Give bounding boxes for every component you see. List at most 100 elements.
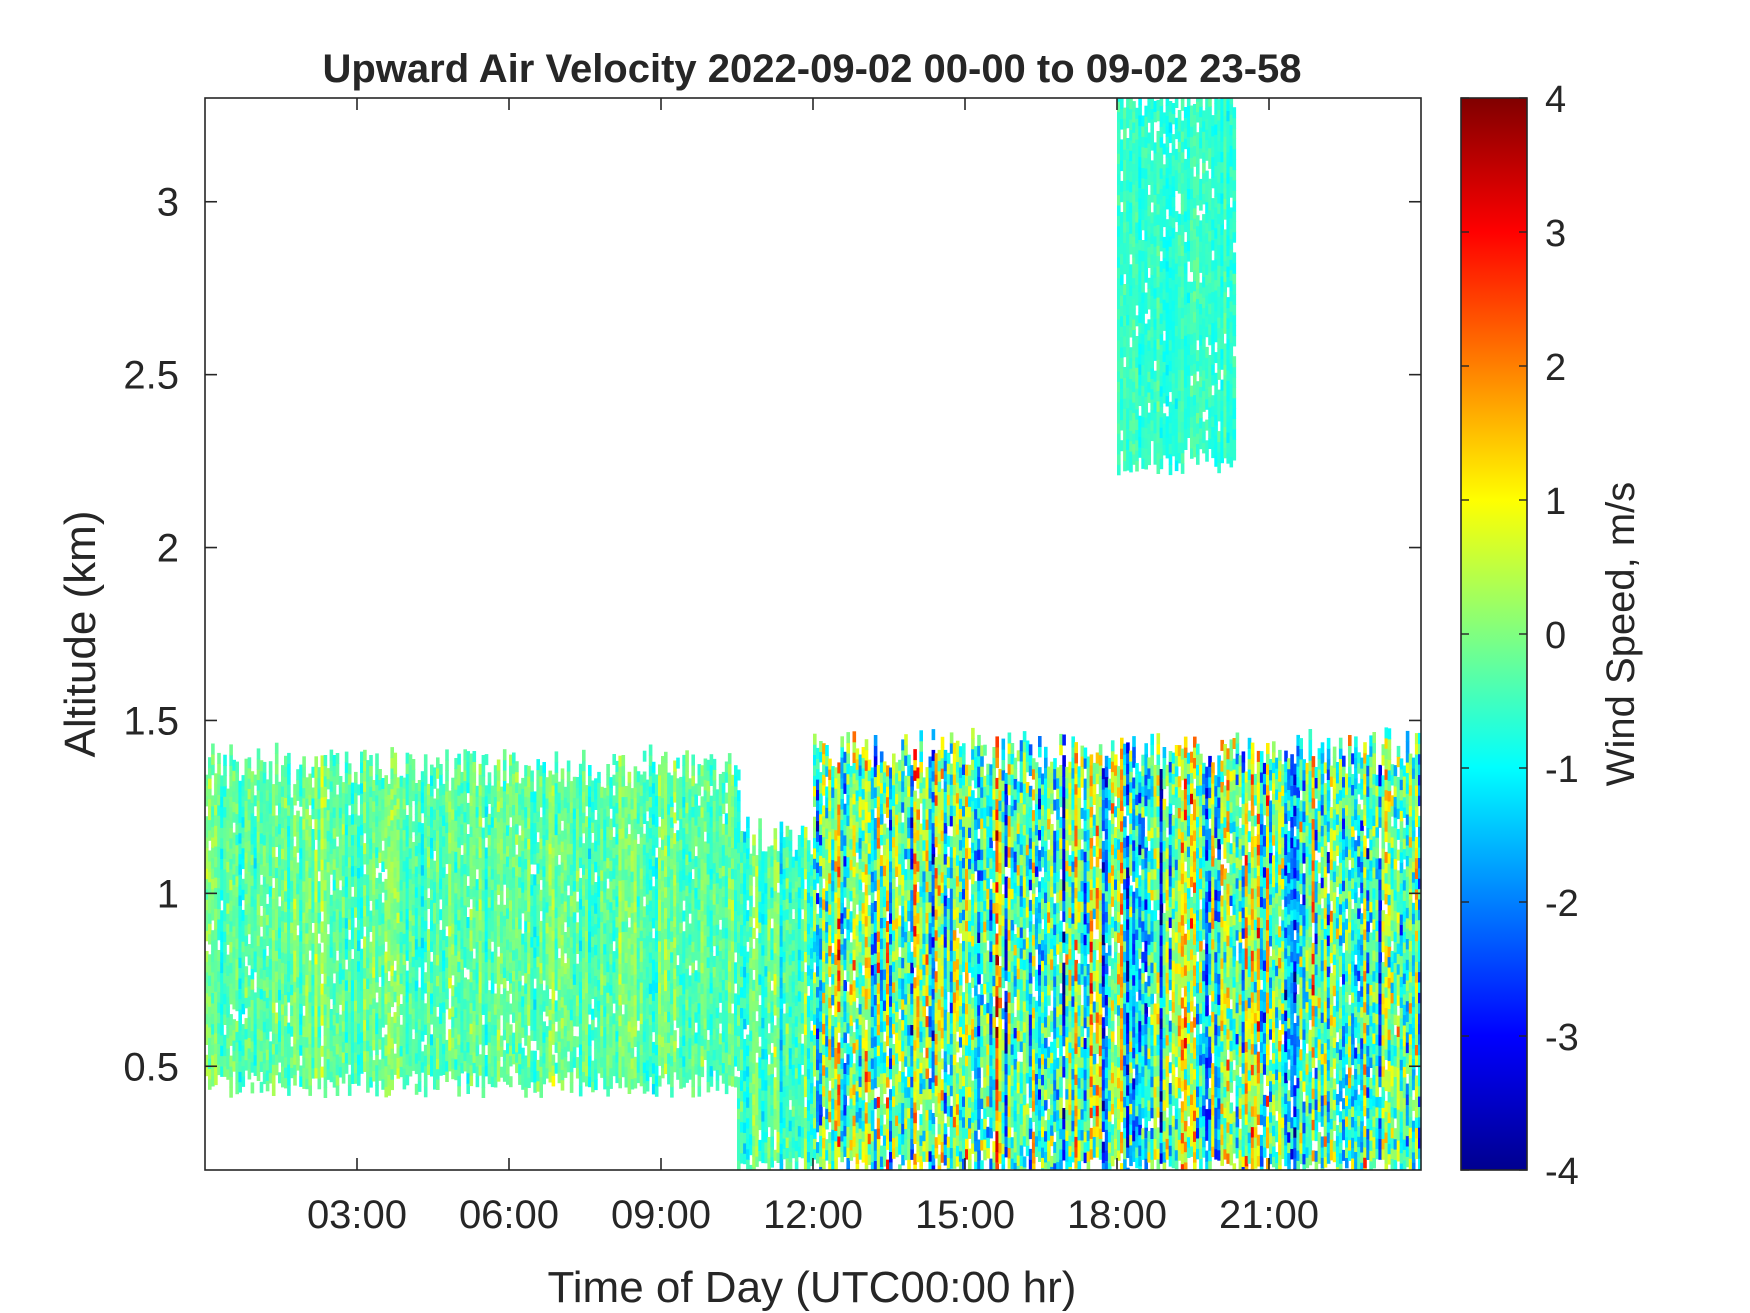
heatmap-cell: [633, 953, 638, 964]
heatmap-cell: [606, 857, 610, 869]
heatmap-cell: [554, 1031, 559, 1043]
heatmap-cell: [600, 786, 604, 798]
heatmap-cell: [259, 832, 264, 844]
heatmap-cell: [582, 988, 586, 1000]
heatmap-cell: [509, 806, 513, 818]
heatmap-cell: [332, 1076, 337, 1088]
heatmap-cell: [308, 1001, 312, 1013]
heatmap-cell: [332, 755, 337, 766]
heatmap-cell: [682, 869, 686, 880]
heatmap-cell: [645, 976, 650, 988]
heatmap-cell: [214, 856, 218, 868]
heatmap-cell: [338, 827, 343, 839]
heatmap-cell: [405, 877, 410, 889]
heatmap-cell: [694, 928, 698, 940]
heatmap-cell: [256, 862, 261, 874]
heatmap-cell: [338, 962, 343, 974]
heatmap-cell: [664, 1031, 668, 1043]
heatmap-cell: [603, 850, 607, 862]
heatmap-cell: [724, 958, 729, 970]
heatmap-cell: [518, 856, 522, 868]
heatmap-cell: [615, 771, 619, 783]
heatmap-cell: [700, 1024, 705, 1036]
heatmap-cell: [296, 893, 300, 905]
heatmap-cell: [569, 915, 574, 927]
heatmap-cell: [439, 929, 443, 941]
heatmap-cell: [296, 1059, 300, 1071]
heatmap-cell: [664, 897, 668, 909]
heatmap-cell: [603, 922, 607, 934]
heatmap-cell: [524, 816, 528, 828]
heatmap-cell: [600, 849, 604, 861]
heatmap-cell: [563, 838, 568, 850]
heatmap-cell: [372, 997, 376, 1009]
heatmap-cell: [220, 1045, 224, 1057]
heatmap-cell: [670, 827, 674, 839]
heatmap-cell: [591, 884, 595, 896]
heatmap-cell: [685, 1040, 689, 1052]
heatmap-cell: [706, 998, 711, 1010]
heatmap-cell: [317, 964, 322, 976]
heatmap-cell: [332, 1055, 337, 1067]
heatmap-cell: [521, 829, 525, 841]
heatmap-cell: [582, 895, 586, 907]
heatmap-cell: [633, 787, 638, 799]
heatmap-cell: [262, 1010, 267, 1022]
heatmap-cell: [329, 894, 334, 906]
heatmap-cell: [232, 770, 236, 782]
heatmap-cell: [560, 1038, 565, 1050]
heatmap-cell: [436, 798, 440, 810]
heatmap-cell: [387, 981, 391, 992]
heatmap-cell: [630, 788, 635, 800]
heatmap-cell: [354, 803, 358, 814]
heatmap-cell: [718, 1064, 723, 1076]
heatmap-cell: [597, 813, 601, 825]
heatmap-cell: [256, 852, 261, 864]
heatmap-cell: [281, 1014, 285, 1026]
heatmap-cell: [542, 845, 546, 856]
heatmap-cell: [354, 989, 358, 1001]
heatmap-cell: [493, 775, 498, 787]
heatmap-cell: [639, 1054, 644, 1066]
heatmap-cell: [542, 876, 546, 888]
heatmap-cell: [436, 1016, 440, 1028]
heatmap-cell: [256, 758, 261, 770]
heatmap-cell: [588, 816, 592, 828]
heatmap-cell: [618, 818, 622, 829]
heatmap-cell: [588, 765, 592, 776]
heatmap-cell: [712, 873, 717, 884]
heatmap-cell: [463, 749, 467, 761]
heatmap-cell: [715, 1069, 720, 1081]
heatmap-cell: [344, 803, 349, 815]
heatmap-cell: [621, 1035, 626, 1047]
heatmap-cell: [667, 938, 671, 950]
heatmap-cell: [372, 946, 376, 957]
heatmap-cell: [430, 972, 434, 984]
heatmap-cell: [694, 866, 698, 878]
heatmap-cell: [694, 814, 698, 826]
heatmap-cell: [208, 809, 212, 821]
heatmap-cell: [496, 759, 501, 771]
heatmap-cell: [278, 833, 282, 845]
heatmap-cell: [369, 962, 373, 974]
heatmap-cell: [402, 870, 407, 882]
heatmap-cell: [238, 988, 242, 1000]
heatmap-cell: [317, 974, 322, 986]
heatmap-cell: [442, 877, 446, 889]
heatmap-cell: [536, 800, 540, 812]
heatmap-cell: [588, 775, 592, 787]
heatmap-cell: [393, 898, 398, 909]
heatmap-cell: [667, 1073, 671, 1085]
heatmap-cell: [375, 960, 379, 972]
heatmap-cell: [357, 940, 361, 951]
heatmap-cell: [226, 996, 230, 1008]
heatmap-cell: [615, 823, 619, 835]
heatmap-cell: [673, 936, 677, 948]
heatmap-cell: [691, 930, 695, 942]
heatmap-cell: [679, 797, 683, 809]
heatmap-cell: [563, 963, 568, 975]
heatmap-cell: [268, 875, 273, 887]
heatmap-cell: [217, 794, 221, 806]
heatmap-cell: [247, 1027, 252, 1038]
heatmap-cell: [320, 817, 325, 829]
